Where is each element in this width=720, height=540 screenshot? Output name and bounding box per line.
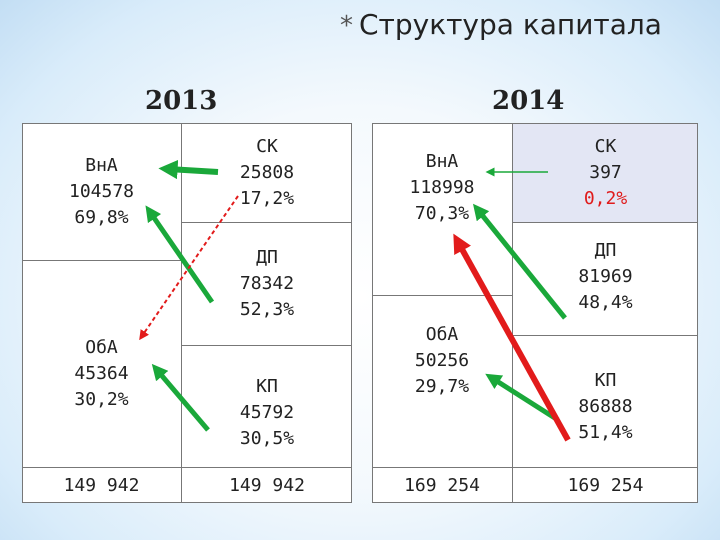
cell-2013-oba: ОбА 45364 30,2% bbox=[22, 261, 181, 467]
dp-2013-name: ДП bbox=[256, 247, 278, 268]
vna-2014-name: ВнА bbox=[425, 151, 459, 172]
dp-2013-value: 78342 bbox=[239, 273, 295, 294]
arrow-2014-kp-to-vna bbox=[453, 233, 571, 442]
divider-2014-sk bbox=[512, 222, 698, 223]
kp-2014-name: КП bbox=[594, 369, 617, 391]
title-text: Структура капитала bbox=[359, 8, 662, 41]
year-label-2014: 2014 bbox=[492, 86, 565, 116]
total-2014-liabilities: 169 254 bbox=[567, 475, 644, 496]
sk-2014-name: СК bbox=[594, 135, 617, 157]
cell-2014-oba: ОбА 50256 29,7% bbox=[372, 296, 512, 397]
vna-2014-pct: 70,3% bbox=[414, 203, 470, 224]
divider-2013-assets bbox=[22, 260, 181, 261]
dp-2014-value: 81969 bbox=[578, 266, 633, 287]
dp-2014-pct: 48,4% bbox=[578, 292, 633, 313]
arrow-2013-sk-to-vna bbox=[158, 159, 219, 180]
arrow-2013-dashed-sk-to-oba bbox=[139, 195, 239, 341]
sk-2014-pct: 0,2% bbox=[583, 187, 628, 209]
year-label-2013: 2013 bbox=[145, 86, 218, 116]
total-2013-liabilities: 149 942 bbox=[229, 475, 305, 496]
slide-title: * Структура капитала bbox=[340, 8, 662, 41]
arrow-2014-dp-to-vna bbox=[472, 203, 567, 320]
balance-2013 bbox=[22, 123, 352, 503]
divider-2014-total bbox=[372, 467, 698, 468]
sk-2013-name: СК bbox=[256, 135, 278, 157]
arrow-2013-dp-to-vna bbox=[145, 205, 215, 304]
divider-2013-total bbox=[22, 467, 352, 468]
oba-2014-pct: 29,7% bbox=[414, 376, 470, 397]
oba-2013-pct: 30,2% bbox=[74, 389, 129, 410]
divider-2013-sk bbox=[181, 222, 352, 223]
divider-2014-dp bbox=[512, 335, 698, 336]
kp-2013-pct: 30,5% bbox=[239, 427, 295, 449]
oba-2013-value: 45364 bbox=[74, 363, 129, 384]
sk-2013-value: 25808 bbox=[239, 161, 295, 183]
sk-2014-highlight bbox=[513, 124, 697, 222]
oba-2014-value: 50256 bbox=[414, 350, 470, 371]
total-2013-assets: 149 942 bbox=[63, 475, 140, 496]
kp-2013-value: 45792 bbox=[239, 401, 295, 423]
vna-2014-value: 118998 bbox=[409, 177, 475, 198]
kp-2013-name: КП bbox=[256, 375, 278, 397]
sk-2013-pct: 17,2% bbox=[239, 187, 295, 209]
divider-2014-assets bbox=[372, 295, 512, 296]
kp-2014-value: 86888 bbox=[578, 395, 633, 417]
cell-2013-sk: СК 25808 17,2% bbox=[182, 123, 352, 222]
cell-2014-kp: КП 86888 51,4% bbox=[513, 336, 698, 467]
cell-2014-vna: ВнА 118998 70,3% bbox=[372, 123, 512, 243]
sk-2014-value: 397 bbox=[589, 161, 622, 183]
cell-2013-kp: КП 45792 30,5% bbox=[182, 346, 352, 467]
cell-2014-dp: ДП 81969 48,4% bbox=[513, 223, 698, 335]
dp-2013-pct: 52,3% bbox=[239, 299, 295, 320]
divider-2014-vertical bbox=[512, 123, 513, 503]
title-star: * bbox=[340, 11, 353, 41]
arrow-2013-kp-to-oba bbox=[151, 363, 210, 432]
arrow-2014-kp-to-oba bbox=[485, 373, 560, 423]
cell-2013-vna: ВнА 104578 69,8% bbox=[22, 123, 181, 260]
total-2014-assets: 169 254 bbox=[404, 475, 480, 496]
kp-2014-pct: 51,4% bbox=[578, 421, 633, 443]
cell-2013-dp: ДП 78342 52,3% bbox=[182, 223, 352, 345]
vna-2013-value: 104578 bbox=[68, 180, 135, 202]
oba-2013-name: ОбА bbox=[85, 337, 118, 358]
divider-2013-vertical bbox=[181, 123, 182, 503]
cell-2014-sk: СК 397 0,2% bbox=[513, 123, 698, 222]
vna-2013-name: ВнА bbox=[85, 154, 118, 176]
vna-2013-pct: 69,8% bbox=[74, 206, 129, 228]
divider-2013-dp bbox=[181, 345, 352, 346]
oba-2014-name: ОбА bbox=[425, 324, 459, 345]
dp-2014-name: ДП bbox=[594, 240, 617, 261]
